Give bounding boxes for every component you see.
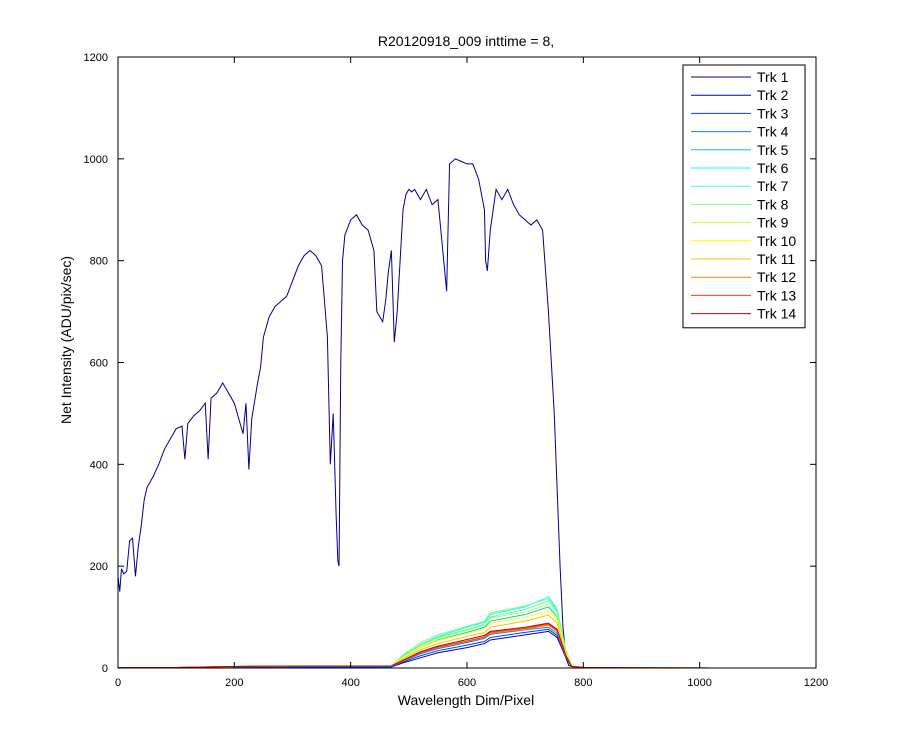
legend-label: Trk 10 [757, 233, 796, 249]
series-line-trk-12 [118, 624, 714, 669]
y-tick-label: 600 [90, 358, 108, 370]
legend-label: Trk 2 [757, 87, 789, 103]
y-axis: 0 200 400 600 800 1000 1200 [84, 52, 816, 675]
y-tick-label: 400 [90, 459, 108, 471]
legend-label: Trk 7 [757, 178, 789, 194]
legend-box [682, 64, 806, 329]
legend: Trk 1 Trk 2 Trk 3 Trk 4 Trk 5 Trk 6 Trk 7 Trk 8… [682, 64, 806, 329]
x-tick-label: 400 [341, 677, 359, 689]
series-line-trk-2 [118, 630, 714, 669]
x-tick-label: 1200 [804, 677, 828, 689]
x-axis-label: Wavelength Dim/Pixel [398, 692, 534, 708]
chart-title: R20120918_009 inttime = 8, [378, 33, 554, 49]
series-line-trk-11 [118, 614, 714, 669]
y-tick-label: 0 [102, 663, 108, 675]
x-axis: 0 200 400 600 800 1000 1200 [115, 57, 828, 689]
plot-area [117, 56, 817, 669]
y-axis-label: Net Intensity (ADU/pix/sec) [58, 256, 74, 424]
x-tick-label: 800 [574, 677, 592, 689]
legend-label: Trk 9 [757, 215, 789, 231]
legend-label: Trk 8 [757, 196, 789, 212]
legend-label: Trk 3 [757, 105, 789, 121]
series-line-trk-9 [118, 603, 714, 669]
legend-label: Trk 1 [757, 69, 789, 85]
legend-label: Trk 11 [757, 251, 795, 267]
series-line-trk-1 [117, 158, 714, 669]
legend-label: Trk 5 [757, 142, 789, 158]
x-tick-label: 600 [458, 677, 476, 689]
y-tick-label: 1000 [84, 154, 108, 166]
y-tick-label: 1200 [84, 52, 108, 64]
series-line-trk-14 [118, 622, 714, 669]
legend-label: Trk 14 [757, 306, 796, 322]
y-tick-label: 200 [90, 561, 108, 573]
x-tick-label: 0 [115, 677, 121, 689]
legend-label: Trk 6 [757, 160, 789, 176]
x-tick-label: 1000 [687, 677, 711, 689]
y-tick-label: 800 [90, 256, 108, 268]
legend-label: Trk 12 [757, 269, 796, 285]
legend-label: Trk 13 [757, 287, 796, 303]
legend-label: Trk 4 [757, 124, 789, 140]
x-tick-label: 200 [225, 677, 243, 689]
